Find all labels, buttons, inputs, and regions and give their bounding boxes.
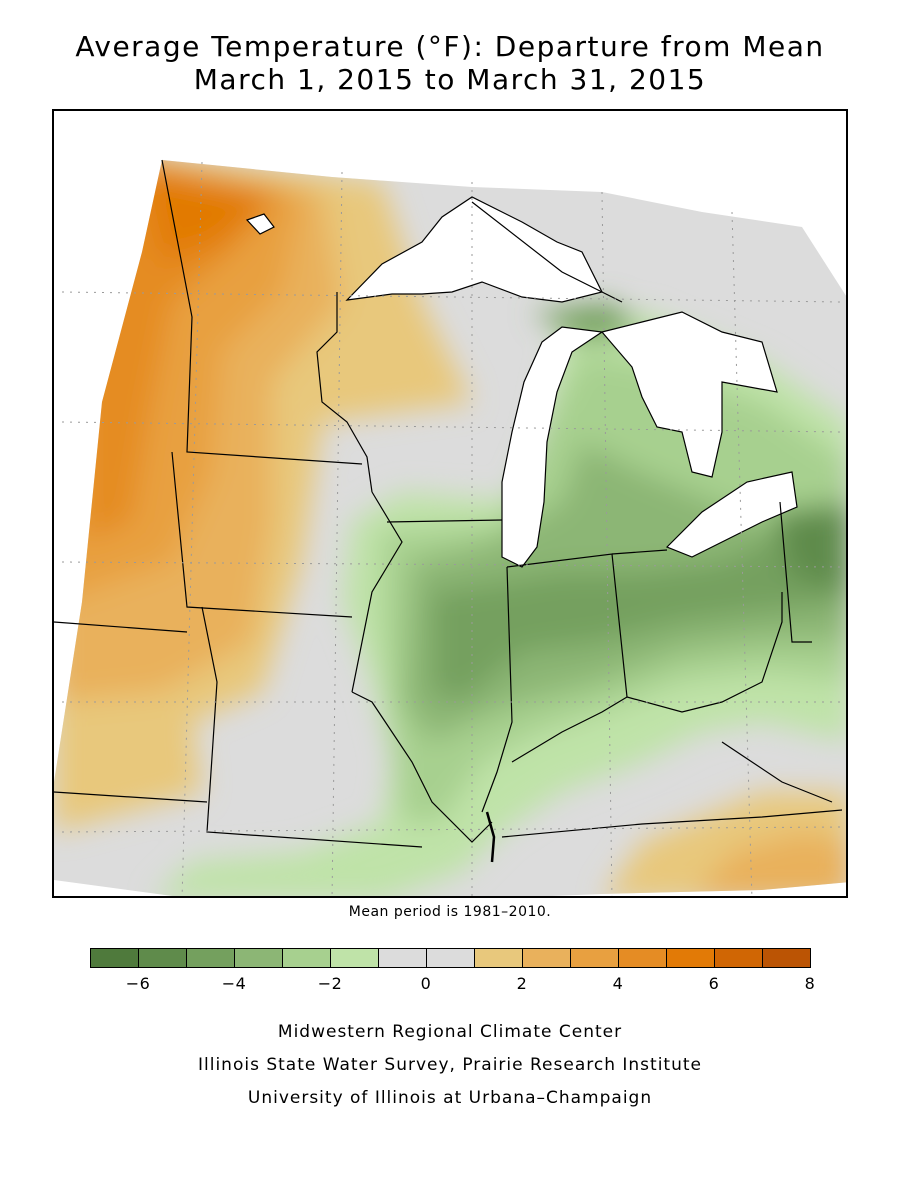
- legend-swatch: [90, 948, 139, 968]
- lake-superior: [345, 196, 603, 303]
- legend-swatch: [474, 948, 523, 968]
- minnesota-border: [161, 159, 363, 465]
- temperature-departure-map: [52, 109, 848, 898]
- cool-anomaly-area-6: [772, 502, 846, 592]
- legend-swatch: [330, 948, 379, 968]
- legend-swatch: [186, 948, 235, 968]
- legend-tick-label: −2: [317, 974, 343, 993]
- map-svg: [54, 159, 846, 896]
- warm-anomaly-area-7: [692, 832, 846, 896]
- credit-line-2: Illinois State Water Survey, Prairie Res…: [198, 1055, 702, 1075]
- legend-swatch: [666, 948, 715, 968]
- map-title-line1: Average Temperature (°F): Departure from…: [75, 30, 825, 63]
- ohio-border: [611, 549, 783, 713]
- color-legend: [90, 948, 811, 970]
- cool-anomaly-area-4: [432, 522, 846, 702]
- kentucky-border: [501, 741, 843, 838]
- map-title-line2: March 1, 2015 to March 31, 2015: [193, 63, 707, 96]
- michigan-upper-peninsula-border: [471, 201, 623, 303]
- legend-tick-label: 6: [708, 974, 720, 993]
- credit-line-3: University of Illinois at Urbana–Champai…: [247, 1088, 653, 1108]
- legend-swatch: [282, 948, 331, 968]
- legend-tick-labels: −6 −4 −2 0 2 4 6 8: [90, 970, 815, 1000]
- lake-michigan: [501, 326, 604, 568]
- lake-erie: [665, 471, 798, 558]
- legend-tick-label: 4: [612, 974, 624, 993]
- legend-swatch: [522, 948, 571, 968]
- missouri-border: [201, 606, 423, 848]
- legend-swatch: [138, 948, 187, 968]
- iowa-illinois-border: [351, 491, 403, 693]
- legend-tick-label: 8: [804, 974, 816, 993]
- legend-swatch: [618, 948, 667, 968]
- legend-tick-label: 0: [420, 974, 432, 993]
- lake-of-the-woods: [245, 213, 275, 235]
- legend-swatch: [570, 948, 619, 968]
- iowa-border: [171, 451, 353, 618]
- legend-swatch: [426, 948, 475, 968]
- legend-swatch: [234, 948, 283, 968]
- lake-huron: [600, 311, 778, 478]
- state-borders: [54, 159, 843, 848]
- western-borders: [54, 621, 208, 803]
- lat-lon-grid: [61, 161, 843, 896]
- ohio-pennsylvania-border: [779, 501, 812, 643]
- warm-anomaly-area-5: [142, 167, 272, 262]
- kentucky-lake: [485, 811, 496, 863]
- mean-period-note: Mean period is 1981–2010.: [348, 904, 552, 920]
- legend-swatch: [714, 948, 763, 968]
- great-lakes: [245, 196, 798, 568]
- legend-swatch: [378, 948, 427, 968]
- illinois-indiana-border: [481, 566, 513, 813]
- wisconsin-illinois-border: [386, 519, 503, 523]
- legend-tick-label: −4: [221, 974, 247, 993]
- minnesota-wisconsin-border: [316, 292, 373, 493]
- legend-swatch: [762, 948, 811, 968]
- credit-line-1: Midwestern Regional Climate Center: [277, 1022, 623, 1042]
- legend-tick-label: −6: [125, 974, 151, 993]
- indiana-kentucky-border: [511, 696, 628, 763]
- illinois-missouri-border: [351, 691, 493, 843]
- reservoir-lines: [485, 811, 496, 863]
- legend-tick-label: 2: [516, 974, 528, 993]
